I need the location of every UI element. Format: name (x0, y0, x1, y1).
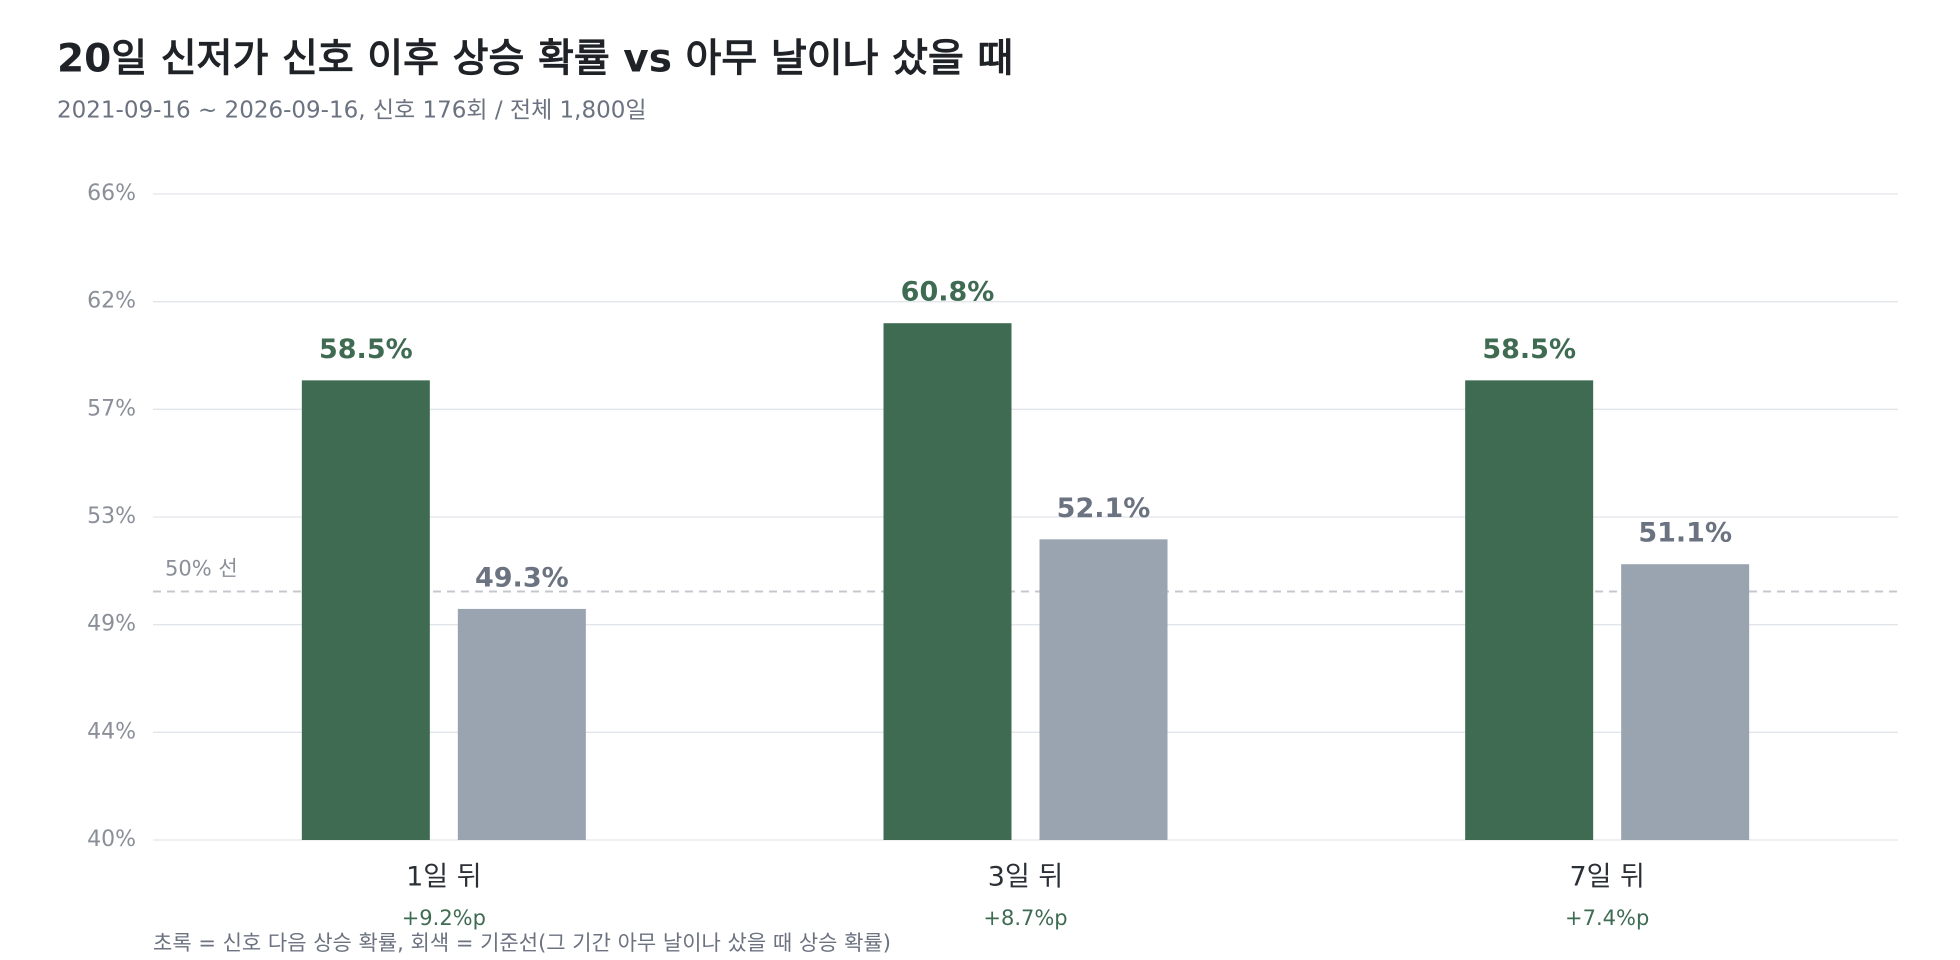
bar (457, 608, 586, 840)
y-tick-label: 49% (87, 612, 136, 637)
x-tick-label: 7일 뒤 (1569, 862, 1644, 893)
bar (301, 380, 430, 840)
bar (1039, 539, 1168, 840)
y-tick-label: 57% (87, 396, 136, 421)
reference-label: 50% 선 (165, 557, 238, 581)
chart-title: 20일 신저가 신호 이후 상승 확률 vs 아무 날이나 샀을 때 (57, 37, 1013, 82)
y-tick-label: 62% (87, 289, 136, 314)
value-label: 58.5% (319, 334, 413, 365)
bar (1465, 380, 1594, 840)
value-label: 60.8% (901, 277, 995, 308)
y-tick-label: 66% (87, 181, 136, 206)
y-tick-label: 53% (87, 504, 136, 529)
delta-label: +7.4%p (1565, 906, 1649, 930)
bar (883, 323, 1012, 840)
delta-label: +9.2%p (402, 906, 486, 930)
footnote: 초록 = 신호 다음 상승 확률, 회색 = 기준선(그 기간 아무 날이나 샀… (153, 931, 891, 955)
x-tick-label: 3일 뒤 (988, 862, 1063, 893)
value-label: 58.5% (1482, 334, 1576, 365)
delta-label: +8.7%p (983, 906, 1067, 930)
value-label: 52.1% (1057, 493, 1151, 524)
value-label: 49.3% (475, 562, 569, 593)
x-tick-label: 1일 뒤 (406, 862, 481, 893)
y-tick-label: 40% (87, 827, 136, 852)
bar (1621, 564, 1750, 840)
value-label: 51.1% (1638, 518, 1732, 549)
chart-subtitle: 2021-09-16 ~ 2026-09-16, 신호 176회 / 전체 1,… (57, 98, 647, 124)
y-tick-label: 44% (87, 719, 136, 744)
